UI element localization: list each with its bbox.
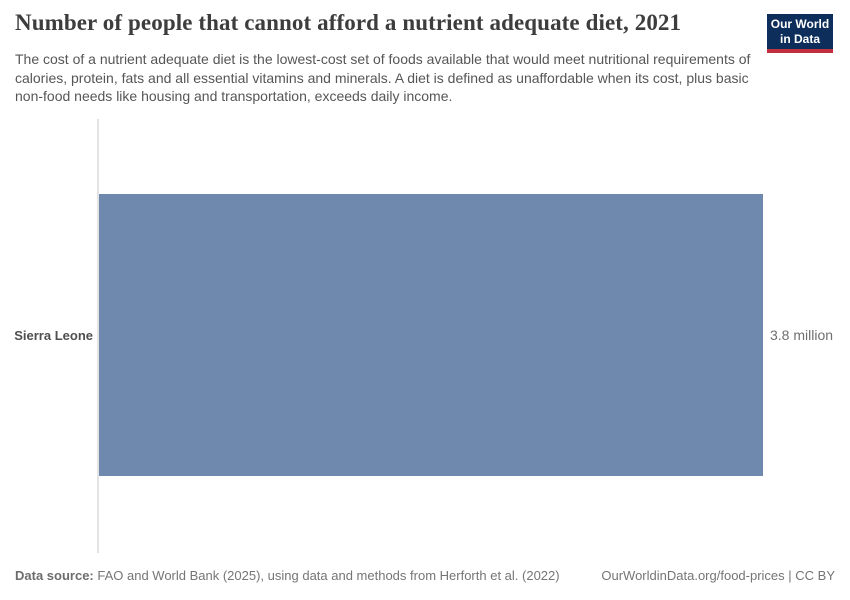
chart-title: Number of people that cannot afford a nu…	[15, 10, 682, 35]
owid-logo: Our World in Data	[767, 14, 833, 53]
value-label: 3.8 million	[770, 327, 834, 343]
data-source-note: Data source: FAO and World Bank (2025), …	[15, 568, 560, 583]
y-axis-line	[97, 119, 99, 553]
axis-label-sierra-leone: Sierra Leone	[14, 328, 93, 343]
bar[interactable]	[99, 194, 763, 476]
data-source-text: FAO and World Bank (2025), using data an…	[93, 568, 560, 583]
chart-subtitle: The cost of a nutrient adequate diet is …	[15, 51, 751, 104]
attribution-link[interactable]: OurWorldinData.org/food-prices | CC BY	[601, 568, 835, 583]
owid-logo-line2: in Data	[779, 32, 820, 46]
owid-logo-line1: Our World	[770, 17, 830, 31]
data-source-label: Data source:	[15, 568, 94, 583]
